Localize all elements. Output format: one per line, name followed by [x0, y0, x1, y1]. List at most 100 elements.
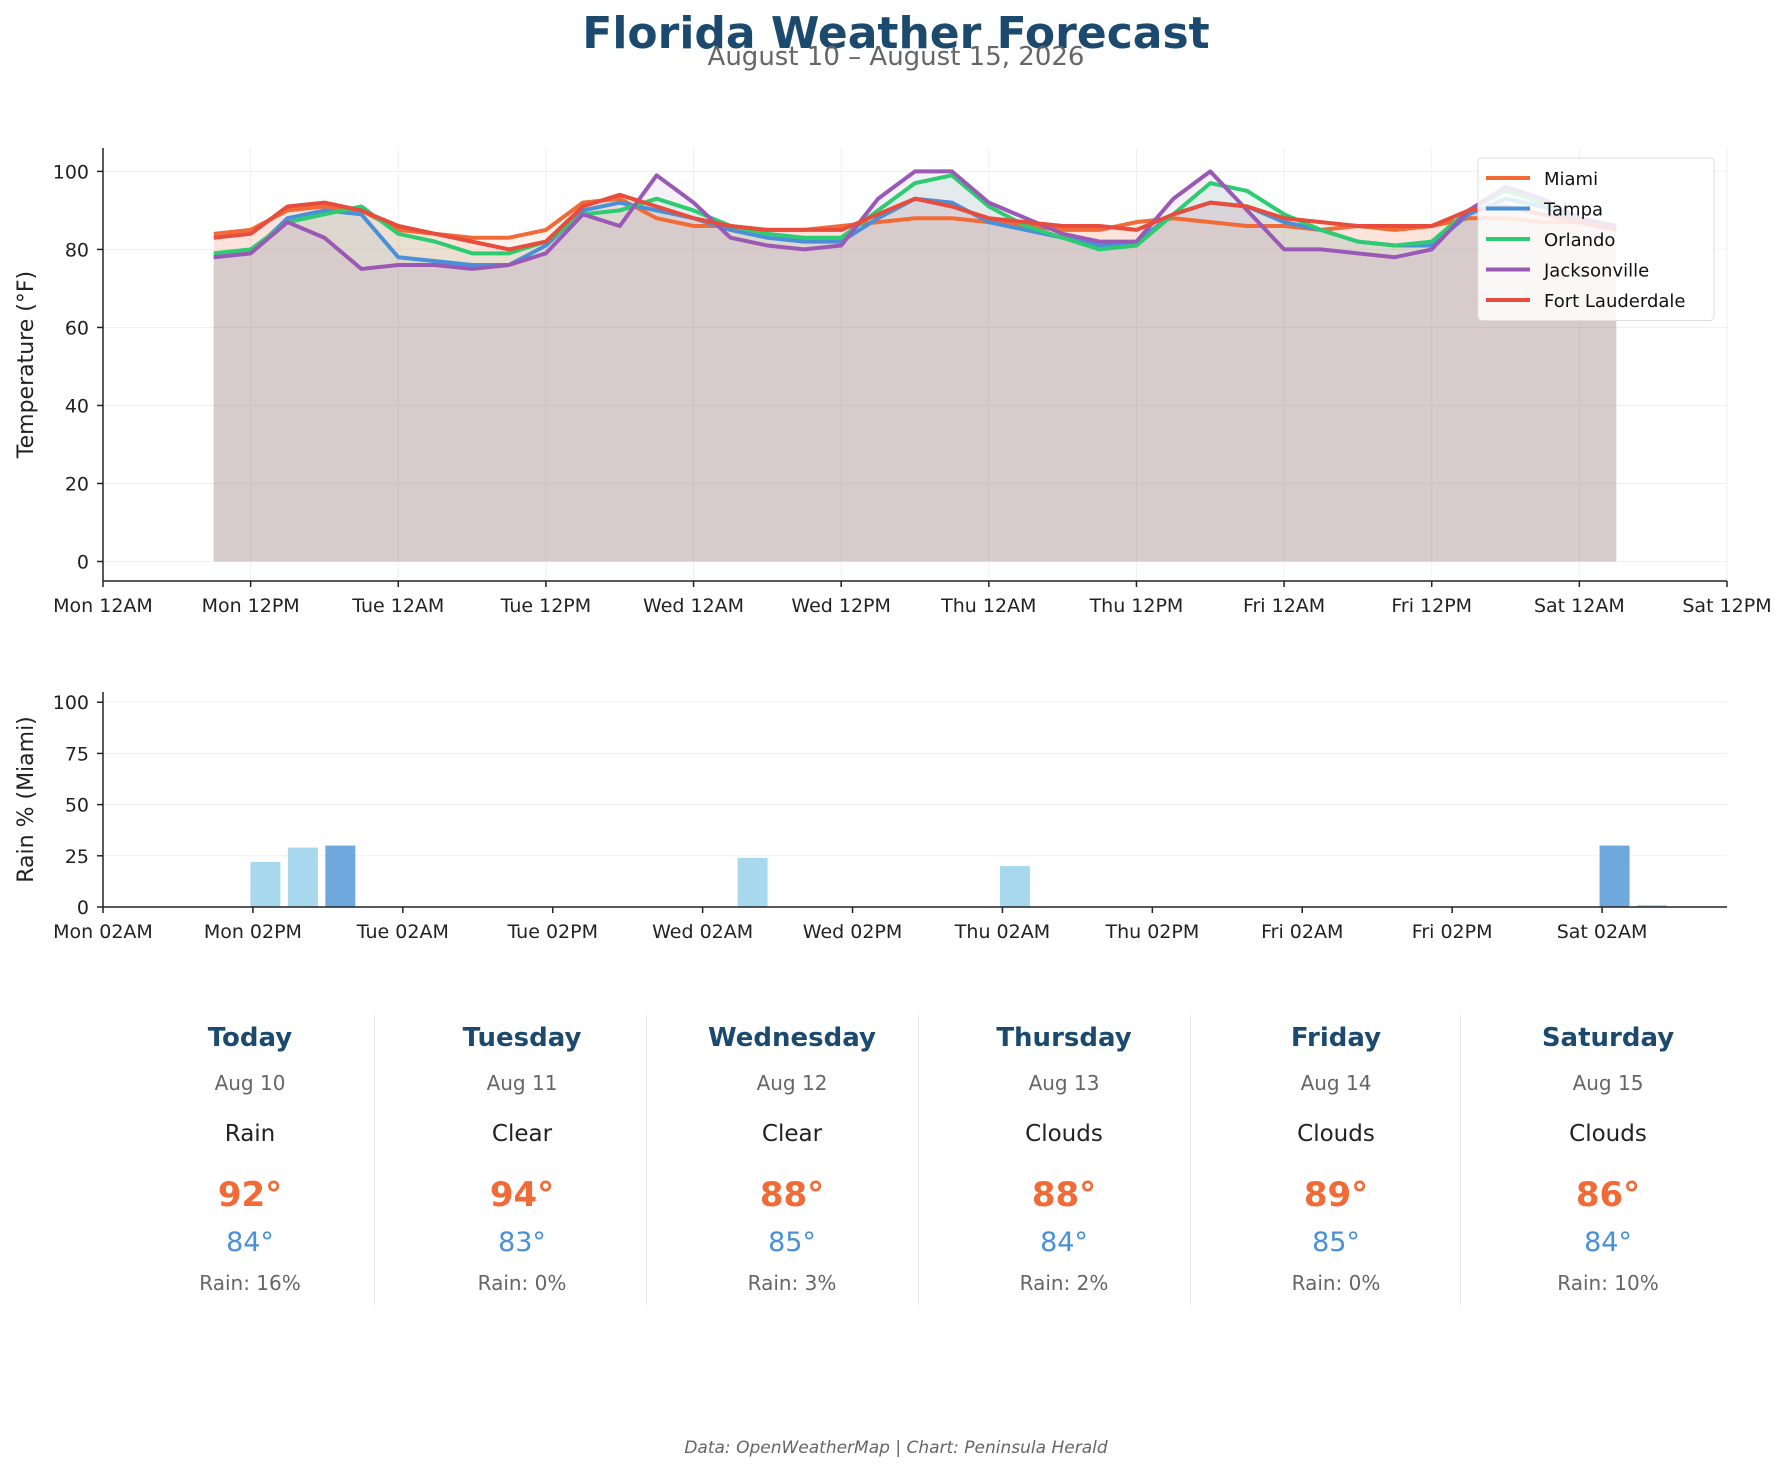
rain-bar: [325, 845, 356, 907]
x-tick-label: Mon 02PM: [204, 921, 302, 943]
legend-label: Tampa: [1543, 200, 1603, 221]
card-day: Today: [207, 1023, 293, 1053]
card-high-temp: 92°: [217, 1175, 283, 1215]
x-tick-label: Mon 02AM: [53, 921, 153, 943]
card-day: Friday: [1290, 1023, 1382, 1053]
rain-bar: [737, 857, 768, 907]
forecast-card: Saturday Aug 15 Clouds 86° 84° Rain: 10%: [1478, 1015, 1738, 1305]
card-high-temp: 94°: [489, 1175, 555, 1215]
rain-bar: [287, 847, 318, 907]
x-tick-label: Wed 02AM: [652, 921, 753, 943]
card-divider: [1190, 1015, 1191, 1305]
x-tick-label: Fri 02PM: [1412, 921, 1493, 943]
card-day: Thursday: [996, 1023, 1132, 1053]
card-date: Aug 12: [756, 1071, 828, 1095]
rain-bar: [1599, 845, 1630, 907]
card-rain-chance: Rain: 3%: [747, 1271, 837, 1295]
y-axis-label: Rain % (Miami): [14, 716, 39, 883]
card-date: Aug 15: [1572, 1071, 1644, 1095]
card-low-temp: 83°: [498, 1227, 546, 1258]
x-tick-label: Tue 12AM: [351, 595, 444, 617]
card-condition: Clouds: [1025, 1121, 1103, 1147]
forecast-cards: Today Aug 10 Rain 92° 84° Rain: 16% Tues…: [120, 1015, 1680, 1305]
x-tick-label: Tue 12PM: [500, 595, 592, 617]
card-low-temp: 84°: [1040, 1227, 1088, 1258]
series-area: [213, 175, 1617, 562]
card-rain-chance: Rain: 0%: [1291, 1271, 1381, 1295]
card-day: Tuesday: [462, 1023, 582, 1053]
card-condition: Clouds: [1297, 1121, 1375, 1147]
x-tick-label: Fri 12PM: [1391, 595, 1472, 617]
y-tick-label: 80: [65, 239, 89, 261]
y-tick-label: 0: [77, 897, 89, 919]
card-rain-chance: Rain: 10%: [1557, 1271, 1659, 1295]
x-tick-label: Tue 02AM: [356, 921, 449, 943]
card-high-temp: 89°: [1303, 1175, 1369, 1215]
card-low-temp: 85°: [1312, 1227, 1360, 1258]
y-tick-label: 100: [53, 692, 89, 714]
y-tick-label: 40: [65, 395, 89, 417]
card-date: Aug 13: [1028, 1071, 1100, 1095]
series-line: [213, 192, 1617, 252]
card-high-temp: 88°: [759, 1175, 825, 1215]
series-area: [213, 198, 1617, 562]
legend-label: Orlando: [1544, 230, 1615, 251]
chart-subtitle: August 10 – August 15, 2026: [707, 42, 1085, 72]
x-tick-label: Mon 12AM: [53, 595, 153, 617]
card-high-temp: 88°: [1031, 1175, 1097, 1215]
rain-bar: [250, 861, 281, 907]
x-tick-label: Tue 02PM: [506, 921, 598, 943]
y-tick-label: 0: [77, 551, 89, 573]
card-date: Aug 14: [1300, 1071, 1372, 1095]
card-divider: [374, 1015, 375, 1305]
legend-box: [1477, 157, 1715, 321]
series-area: [213, 194, 1617, 562]
x-tick-label: Thu 02AM: [954, 921, 1050, 943]
card-low-temp: 84°: [226, 1227, 274, 1258]
temperature-chart: 0 20 40 60 80 100 Mon 12AM Mon 12PM Tue 12AM Tue …: [14, 148, 1772, 617]
forecast-card: Thursday Aug 13 Clouds 88° 84° Rain: 2%: [934, 1015, 1194, 1305]
y-tick-label: 75: [65, 743, 89, 765]
legend-label: Jacksonville: [1543, 261, 1649, 282]
forecast-card: Tuesday Aug 11 Clear 94° 83° Rain: 0%: [392, 1015, 652, 1305]
card-date: Aug 10: [214, 1071, 286, 1095]
card-rain-chance: Rain: 0%: [477, 1271, 567, 1295]
rain-bar: [999, 866, 1030, 907]
x-tick-label: Sat 12PM: [1682, 595, 1771, 617]
series-area: [213, 198, 1617, 562]
x-tick-label: Sat 12AM: [1534, 595, 1625, 617]
series-area: [213, 171, 1617, 562]
card-day: Saturday: [1541, 1023, 1675, 1053]
card-condition: Clouds: [1569, 1121, 1647, 1147]
x-tick-label: Mon 12PM: [202, 595, 300, 617]
card-high-temp: 86°: [1575, 1175, 1641, 1215]
y-tick-label: 25: [65, 846, 89, 868]
y-tick-label: 60: [65, 317, 89, 339]
card-day: Wednesday: [708, 1023, 876, 1053]
forecast-card: Friday Aug 14 Clouds 89° 85° Rain: 0%: [1206, 1015, 1466, 1305]
forecast-card: Wednesday Aug 12 Clear 88° 85° Rain: 3%: [662, 1015, 922, 1305]
card-condition: Rain: [224, 1121, 276, 1147]
rain-chart: 0 25 50 75 100 Mon 02AM Mon 02PM Tue 02AM Tue 02…: [14, 692, 1727, 943]
card-divider: [1460, 1015, 1461, 1305]
forecast-card: Today Aug 10 Rain 92° 84° Rain: 16%: [120, 1015, 380, 1305]
x-tick-label: Fri 12AM: [1243, 595, 1325, 617]
x-tick-label: Thu 02PM: [1104, 921, 1199, 943]
legend-label: Fort Lauderdale: [1544, 291, 1686, 312]
x-tick-label: Fri 02AM: [1261, 921, 1343, 943]
card-low-temp: 84°: [1584, 1227, 1632, 1258]
card-divider: [646, 1015, 647, 1305]
x-tick-label: Thu 12PM: [1089, 595, 1184, 617]
card-date: Aug 11: [486, 1071, 558, 1095]
y-tick-label: 100: [53, 161, 89, 183]
y-tick-label: 50: [65, 795, 89, 817]
card-rain-chance: Rain: 16%: [199, 1271, 301, 1295]
legend-label: Miami: [1544, 169, 1598, 190]
y-tick-label: 20: [65, 473, 89, 495]
chart-title: Florida Weather Forecast: [582, 8, 1210, 59]
series-line: [213, 169, 1617, 271]
series-line: [213, 173, 1617, 256]
card-condition: Clear: [761, 1121, 823, 1147]
x-tick-label: Wed 12PM: [791, 595, 891, 617]
x-tick-label: Wed 12AM: [643, 595, 744, 617]
